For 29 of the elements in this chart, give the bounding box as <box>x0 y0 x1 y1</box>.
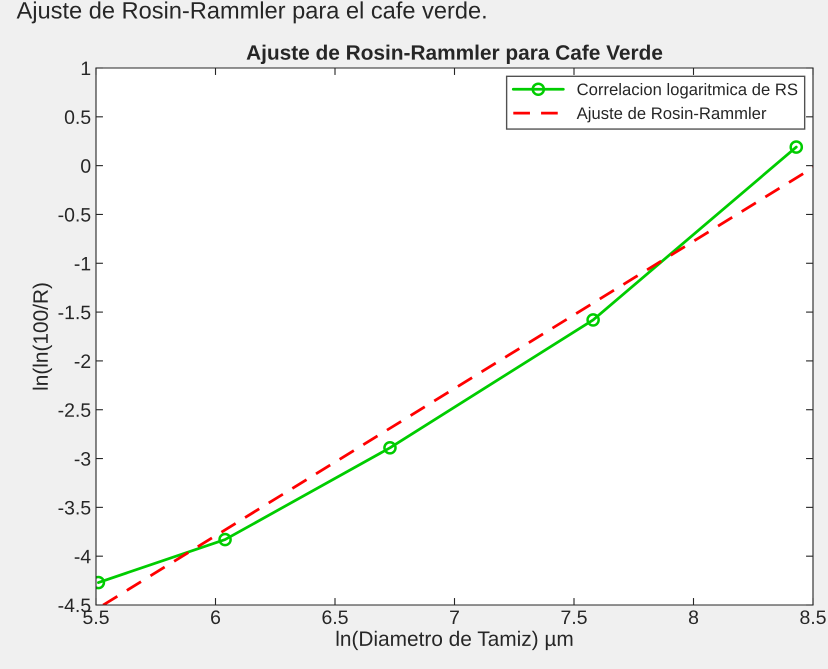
y-tick-label: 1 <box>82 62 90 76</box>
y-tick-label: -2 <box>74 354 90 368</box>
y-tick-label: -1 <box>74 256 90 270</box>
legend-label: Correlacion logaritmica de RS <box>577 83 798 99</box>
y-tick-label: 0 <box>81 159 90 173</box>
x-tick-label: 8.5 <box>800 610 826 624</box>
y-tick-label: 0.5 <box>64 110 90 124</box>
text: Ajuste de Rosin-Rammler para el cafe verde. <box>16 1 486 24</box>
chart-title: Ajuste de Rosin-Rammler para Cafe Verde <box>246 44 662 64</box>
point <box>586 313 600 327</box>
y-tick-label: -0.5 <box>58 208 90 222</box>
y-tick-label: -2.5 <box>58 403 90 417</box>
y-tick-label: -1.5 <box>58 306 90 320</box>
y-axis-title: ln(ln(100/R) <box>32 283 52 390</box>
y-tick-label: -4 <box>74 550 91 564</box>
x-tick-label: 8 <box>688 610 698 624</box>
x-tick-label: 7.5 <box>561 610 587 624</box>
legend-label: Ajuste de Rosin-Rammler <box>576 106 766 122</box>
point <box>218 532 232 546</box>
y-tick-label: -3 <box>74 452 90 466</box>
y-tick-label: -3.5 <box>58 500 90 515</box>
point <box>789 140 804 154</box>
y-tick-label: -4.5 <box>58 598 90 612</box>
x-tick-label: 6 <box>211 610 220 624</box>
x-axis-title: ln(Diametro de Tamiz) µm <box>336 630 572 650</box>
x-tick-label: 7 <box>450 610 459 624</box>
x-tick-label: 5.5 <box>83 610 109 624</box>
x-tick-label: 6.5 <box>322 610 348 624</box>
point <box>383 441 397 455</box>
